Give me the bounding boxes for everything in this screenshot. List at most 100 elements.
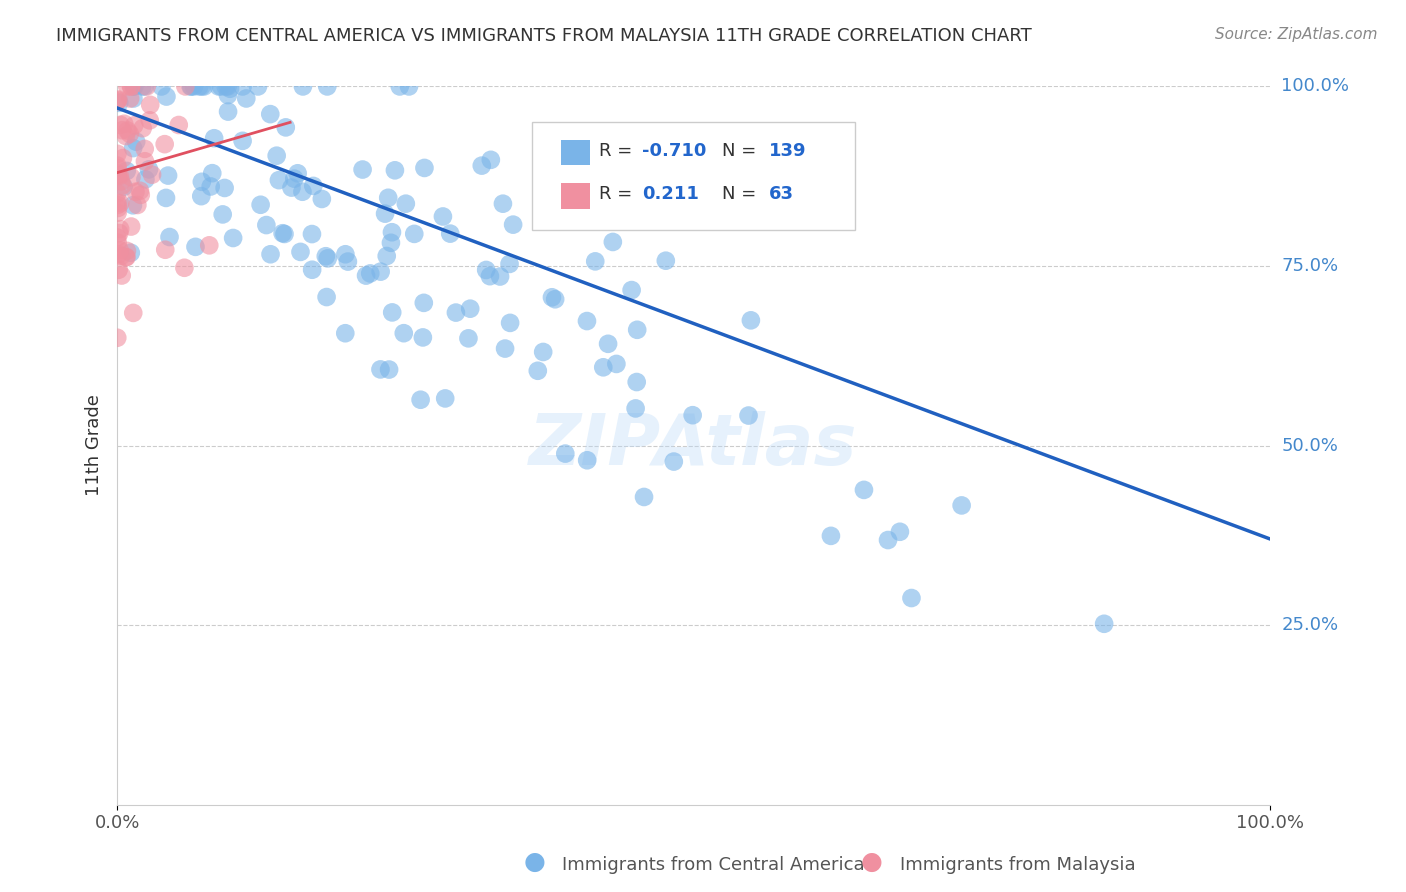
Point: [115, 250, 138, 264]
Point: [114, 250, 136, 264]
Point: [246, 79, 269, 94]
Point: [155, 191, 177, 205]
Point: [111, 178, 134, 193]
Point: [215, 79, 238, 94]
Point: [124, 79, 146, 94]
Point: [370, 362, 392, 376]
Point: [120, 79, 142, 94]
Text: 25.0%: 25.0%: [1281, 616, 1339, 634]
Point: [107, 198, 129, 212]
Text: Source: ZipAtlas.com: Source: ZipAtlas.com: [1215, 27, 1378, 42]
Point: [291, 79, 314, 94]
Point: [575, 314, 598, 328]
Point: [138, 113, 160, 128]
Point: [498, 257, 520, 271]
Point: [108, 226, 131, 240]
Text: IMMIGRANTS FROM CENTRAL AMERICA VS IMMIGRANTS FROM MALAYSIA 11TH GRADE CORRELATI: IMMIGRANTS FROM CENTRAL AMERICA VS IMMIG…: [56, 27, 1032, 45]
Point: [541, 290, 564, 304]
Point: [173, 260, 195, 275]
Point: [249, 198, 271, 212]
Point: [381, 305, 404, 319]
Point: [193, 79, 215, 94]
Point: [576, 453, 599, 467]
Point: [115, 244, 138, 258]
Point: [232, 134, 254, 148]
Point: [499, 316, 522, 330]
Point: [214, 181, 236, 195]
Point: [107, 161, 129, 175]
Point: [129, 187, 152, 202]
Point: [122, 306, 145, 320]
Point: [392, 326, 415, 341]
Point: [359, 267, 381, 281]
Point: [159, 230, 181, 244]
Point: [302, 178, 325, 193]
Point: [115, 164, 138, 178]
Point: [235, 91, 257, 105]
Point: [167, 118, 190, 132]
Point: [191, 175, 214, 189]
Point: [134, 154, 156, 169]
Point: [544, 293, 567, 307]
Point: [105, 168, 128, 182]
Point: [301, 227, 323, 241]
Point: [202, 131, 225, 145]
Point: [105, 186, 128, 201]
Point: [138, 162, 160, 177]
Text: R =: R =: [599, 142, 638, 160]
Point: [489, 269, 512, 284]
Point: [222, 231, 245, 245]
Point: [110, 118, 132, 132]
Text: ●: ●: [523, 850, 546, 874]
Point: [207, 79, 229, 94]
Point: [311, 192, 333, 206]
Point: [478, 269, 501, 284]
Point: [409, 392, 432, 407]
Point: [682, 408, 704, 422]
Point: [219, 81, 242, 95]
Point: [633, 490, 655, 504]
Bar: [561, 140, 589, 165]
Text: 63: 63: [769, 186, 793, 203]
Point: [475, 263, 498, 277]
Point: [122, 119, 145, 133]
Point: [111, 123, 134, 137]
Point: [122, 79, 145, 94]
Point: [457, 331, 479, 345]
Point: [554, 447, 576, 461]
Point: [211, 207, 233, 221]
Point: [370, 265, 392, 279]
Point: [381, 225, 404, 239]
Point: [198, 238, 221, 252]
Point: [105, 95, 128, 109]
Text: 0.211: 0.211: [641, 186, 699, 203]
Point: [626, 323, 648, 337]
Point: [267, 173, 290, 187]
Point: [120, 245, 142, 260]
Point: [374, 207, 396, 221]
Point: [180, 79, 202, 94]
Point: [209, 79, 232, 94]
Point: [150, 79, 173, 94]
Point: [605, 357, 627, 371]
Text: 50.0%: 50.0%: [1281, 436, 1339, 455]
Point: [107, 205, 129, 219]
Point: [950, 499, 973, 513]
Point: [655, 253, 678, 268]
Text: 100.0%: 100.0%: [1281, 78, 1350, 95]
Point: [531, 345, 554, 359]
Point: [141, 168, 163, 182]
Text: 75.0%: 75.0%: [1281, 257, 1339, 275]
Point: [174, 79, 197, 94]
Point: [395, 196, 418, 211]
Point: [217, 104, 239, 119]
Point: [107, 146, 129, 161]
Point: [259, 247, 281, 261]
Point: [315, 290, 337, 304]
Point: [131, 121, 153, 136]
Point: [889, 524, 911, 539]
Point: [471, 159, 494, 173]
Point: [217, 88, 239, 103]
Point: [155, 89, 177, 103]
Point: [201, 166, 224, 180]
